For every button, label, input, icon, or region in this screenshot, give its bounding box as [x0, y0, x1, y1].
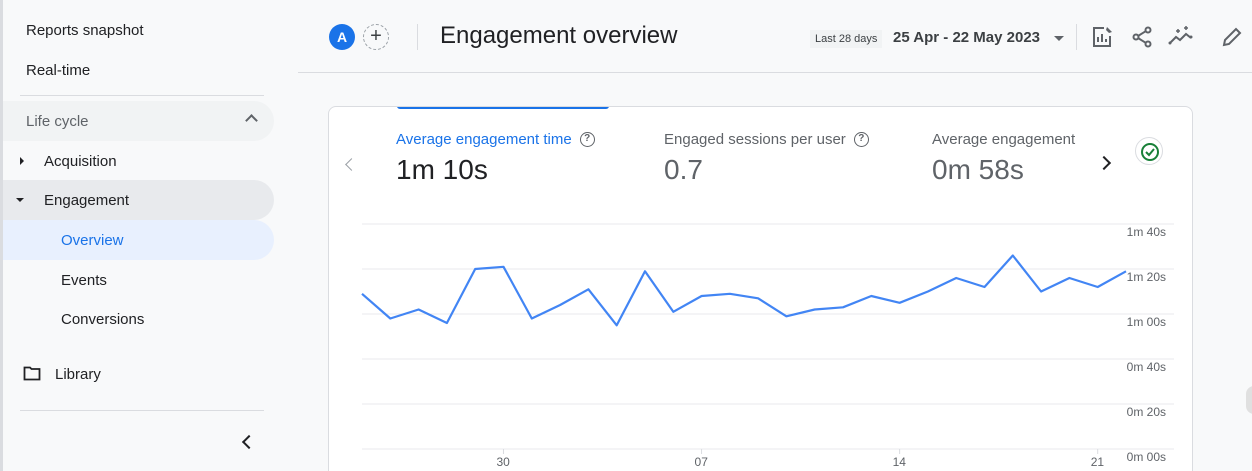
help-icon[interactable]: ?: [579, 132, 595, 147]
line-chart[interactable]: [329, 107, 1193, 471]
caret-right-icon: [20, 157, 24, 165]
sidebar-item-label: Events: [61, 271, 107, 289]
sidebar-item-engagement[interactable]: Engagement: [3, 180, 274, 220]
metric-value: 0.7: [664, 154, 703, 185]
x-tick-label: 30: [496, 455, 510, 469]
check-circle-icon: [1141, 143, 1159, 161]
sidebar-item-label: Overview: [61, 231, 124, 249]
date-preset-chip: Last 28 days: [810, 30, 883, 48]
customize-report-icon[interactable]: [1090, 25, 1114, 49]
comparison-avatar[interactable]: A: [329, 24, 355, 50]
x-tick-label: 21: [1090, 455, 1105, 469]
x-tick-label: 14: [892, 455, 906, 469]
folder-icon: [23, 366, 41, 385]
y-tick-label: 1m 20s: [1126, 270, 1166, 284]
page-header: A + Engagement overview Last 28 days 25 …: [298, 0, 1252, 73]
add-comparison-button[interactable]: +: [363, 24, 389, 50]
metric-tab-engaged-sessions-per-user[interactable]: Engaged sessions per user? 0.7: [664, 131, 869, 186]
sidebar-section-life-cycle[interactable]: Life cycle: [3, 101, 274, 141]
share-icon[interactable]: [1130, 25, 1154, 49]
metric-tab-average-engagement-time[interactable]: Average engagement time? 1m 10s: [396, 131, 595, 186]
dropdown-caret-icon[interactable]: [1054, 36, 1064, 41]
header-divider: [417, 24, 418, 50]
section-label: Life cycle: [26, 112, 89, 130]
y-tick-label: 0m 40s: [1126, 360, 1166, 374]
header-divider: [1076, 24, 1077, 50]
sidebar-item-label: Conversions: [61, 310, 145, 328]
metric-label: Average engagement: [932, 131, 1076, 148]
sidebar-item-library[interactable]: Library: [3, 354, 274, 394]
y-tick-label: 0m 20s: [1126, 405, 1166, 419]
collapse-sidebar-button[interactable]: [235, 430, 259, 454]
series-line[interactable]: [361, 254, 1127, 327]
date-range-picker[interactable]: 25 Apr - 22 May 2023: [893, 29, 1041, 46]
sidebar-item-conversions[interactable]: Conversions: [3, 299, 274, 339]
help-icon[interactable]: ?: [853, 132, 869, 147]
y-tick-label: 1m 00s: [1126, 315, 1166, 329]
sidebar-item-overview[interactable]: Overview: [3, 220, 274, 260]
sidebar-divider: [20, 410, 264, 411]
metric-chart-card: Average engagement time? 1m 10s Engaged …: [328, 106, 1193, 471]
y-tick-label: 1m 40s: [1126, 225, 1166, 239]
metric-value: 1m 10s: [396, 154, 488, 185]
active-tab-indicator: [397, 107, 609, 109]
scroll-handle[interactable]: [1246, 386, 1252, 414]
sidebar-item-label: Engagement: [44, 191, 130, 209]
status-badge[interactable]: [1135, 137, 1163, 165]
sidebar-item-label: Real-time: [26, 61, 91, 79]
sidebar-item-acquisition[interactable]: Acquisition: [3, 141, 274, 181]
metric-label: Average engagement time: [396, 131, 572, 148]
metric-tab-average-engagement[interactable]: Average engagement 0m 58s: [932, 131, 1092, 186]
y-tick-label: 0m 00s: [1126, 450, 1166, 464]
chevron-up-icon: [245, 114, 258, 127]
caret-down-icon: [16, 198, 24, 202]
edit-icon[interactable]: [1220, 25, 1244, 49]
sidebar-item-label: Reports snapshot: [26, 21, 144, 39]
x-tick-label: 07: [694, 455, 708, 469]
sidebar-divider: [20, 95, 264, 96]
metric-label: Engaged sessions per user: [664, 131, 846, 148]
sidebar-item-reports-snapshot[interactable]: Reports snapshot: [3, 10, 274, 50]
sidebar-item-events[interactable]: Events: [3, 260, 274, 300]
sidebar-item-real-time[interactable]: Real-time: [3, 50, 274, 90]
sidebar-item-label: Acquisition: [44, 152, 117, 170]
sidebar-item-label: Library: [55, 365, 101, 383]
insights-icon[interactable]: [1168, 25, 1193, 49]
page-title: Engagement overview: [440, 22, 678, 49]
metric-value: 0m 58s: [932, 154, 1024, 185]
sidebar: Reports snapshot Real-time Life cycle Ac…: [0, 0, 290, 471]
